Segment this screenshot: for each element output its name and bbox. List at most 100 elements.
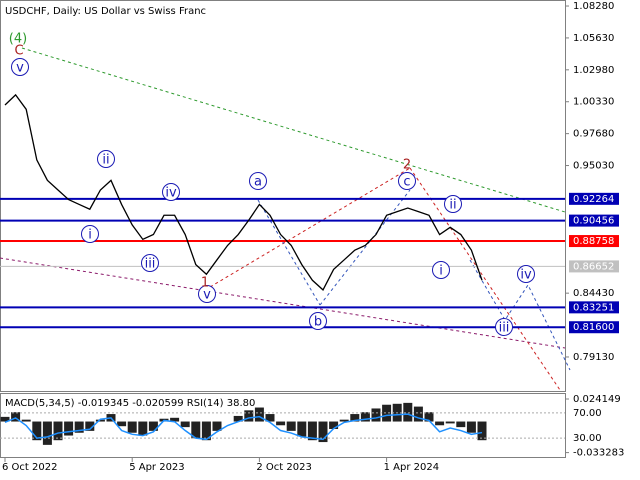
y-tick-label: 1.00330 — [573, 97, 614, 108]
wave-circle — [517, 265, 535, 283]
price-line — [4, 93, 483, 291]
macd-bar — [276, 421, 286, 426]
macd-bar — [32, 421, 42, 441]
wave-label: iv — [165, 186, 177, 201]
macd-bar — [371, 408, 381, 422]
wave-circle — [309, 312, 327, 330]
y-tick-label: 0.84430 — [573, 288, 614, 299]
main-frame — [0, 0, 566, 392]
trend-line — [409, 167, 561, 391]
level-label-box — [569, 192, 619, 205]
macd-bar — [382, 404, 392, 422]
wave-label: v — [203, 288, 211, 303]
x-tick-label: 1 Apr 2024 — [384, 462, 439, 473]
macd-bar — [201, 421, 211, 441]
y-tick-label: 1.08280 — [573, 1, 614, 12]
wave-circle — [141, 254, 159, 272]
level-label-box — [569, 235, 619, 248]
macd-bar — [148, 421, 158, 431]
macd-bar — [350, 414, 360, 422]
macd-bar — [477, 421, 487, 441]
wave-label: c — [403, 175, 410, 190]
wave-label: (4) — [9, 32, 27, 47]
macd-bar — [360, 412, 370, 422]
macd-bar — [180, 421, 190, 428]
wave-label: b — [314, 315, 322, 330]
macd-bar — [265, 414, 275, 422]
wave-circle — [249, 172, 267, 190]
wave-circle — [495, 318, 513, 336]
wave-circle — [198, 285, 216, 303]
macd-tick-label: 0.024149 — [573, 394, 621, 405]
rsi-line — [4, 413, 483, 441]
macd-bar — [21, 419, 31, 422]
wave-label: a — [254, 175, 262, 190]
x-tick-label: 6 Oct 2022 — [2, 462, 57, 473]
y-tick-label: 0.79130 — [573, 352, 614, 363]
trend-line — [0, 257, 566, 349]
macd-bar — [127, 421, 137, 433]
wave-circle — [444, 195, 462, 213]
wave-label: 1 — [201, 276, 209, 291]
macd-bar — [424, 412, 434, 422]
macd-bar — [318, 421, 328, 443]
trend-line — [319, 189, 411, 306]
wave-label: iii — [145, 257, 156, 272]
wave-label: ii — [102, 153, 109, 168]
wave-label: iv — [520, 268, 532, 283]
trend-line — [21, 47, 566, 213]
trend-line — [204, 167, 411, 291]
wave-circle — [432, 261, 450, 279]
wave-label: C — [14, 44, 23, 59]
wave-label: i — [439, 264, 443, 279]
level-label: 0.81600 — [573, 322, 614, 333]
wave-circle — [398, 172, 416, 190]
level-label: 0.88758 — [573, 236, 614, 247]
macd-bar — [307, 421, 317, 441]
macd-bar — [456, 421, 466, 428]
wave-circle — [11, 58, 29, 76]
macd-bar — [297, 421, 307, 437]
level-label: 0.86652 — [573, 261, 614, 272]
macd-bar — [64, 421, 74, 436]
level-label-box — [569, 321, 619, 334]
macd-bar — [42, 421, 52, 445]
wave-label: i — [88, 228, 92, 243]
wave-circle — [162, 183, 180, 201]
macd-bar — [329, 421, 339, 429]
macd-bar — [286, 421, 296, 431]
x-tick-label: 2 Oct 2023 — [256, 462, 311, 473]
macd-bar — [466, 421, 476, 433]
wave-circle — [97, 150, 115, 168]
macd-bar — [435, 421, 445, 426]
y-tick-label: 1.05630 — [573, 33, 614, 44]
wave-label: 2 — [403, 158, 411, 173]
wave-circle — [81, 225, 99, 243]
macd-bar — [0, 416, 10, 422]
y-tick-label: 0.95030 — [573, 161, 614, 172]
level-label: 0.92264 — [573, 194, 614, 205]
indicator-frame — [0, 393, 566, 458]
macd-bar — [244, 410, 254, 422]
macd-bar — [445, 421, 455, 424]
macd-bar — [254, 407, 264, 422]
rsi-tick-label: 30.00 — [573, 433, 602, 444]
macd-tick-label: -0.033283 — [573, 448, 624, 459]
level-label-box — [569, 260, 619, 273]
wave-label: v — [16, 61, 24, 76]
macd-bar — [74, 421, 84, 433]
macd-bar — [212, 421, 222, 431]
macd-bar — [95, 419, 105, 422]
macd-bar — [191, 421, 201, 439]
macd-bar — [339, 419, 349, 422]
x-tick-label: 5 Apr 2023 — [129, 462, 184, 473]
level-label: 0.83251 — [573, 302, 614, 313]
rsi-tick-label: 70.00 — [573, 408, 602, 419]
macd-bar — [117, 421, 127, 427]
chart-title: USDCHF, Daily: US Dollar vs Swiss Franc — [5, 6, 206, 17]
y-tick-label: 0.97680 — [573, 129, 614, 140]
macd-bar — [11, 412, 21, 422]
trend-line — [257, 199, 321, 306]
